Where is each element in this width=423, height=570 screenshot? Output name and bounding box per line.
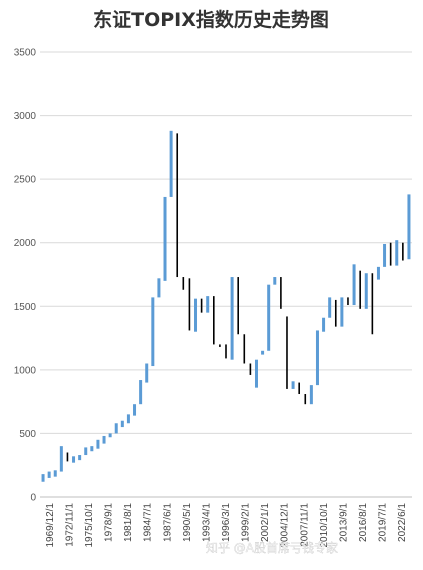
candle-up	[352, 264, 356, 306]
candle-down	[66, 452, 69, 462]
candle-down	[359, 270, 361, 309]
candle-down	[213, 296, 215, 345]
x-tick-label: 2019/7/1	[378, 503, 389, 542]
candle-up	[169, 130, 173, 197]
candle-up	[194, 298, 198, 332]
candle-down	[402, 242, 404, 261]
y-tick-label: 0	[30, 493, 36, 504]
candle-down	[237, 277, 239, 335]
candle-up	[96, 439, 100, 449]
x-tick-label: 1990/5/1	[182, 503, 193, 542]
candle-down	[298, 382, 300, 395]
x-tick-label: 1975/10/1	[84, 503, 95, 548]
y-tick-label: 1500	[14, 302, 37, 313]
candle-up	[47, 471, 51, 478]
candle-up	[254, 359, 258, 388]
candle-up	[163, 196, 167, 281]
candle-up	[108, 433, 112, 438]
candle-up	[78, 455, 82, 461]
candle-down	[347, 297, 349, 306]
candle-up	[102, 435, 106, 444]
candle-up	[291, 381, 295, 389]
x-tick-label: 1999/2/1	[241, 503, 252, 542]
candle-up	[273, 277, 277, 285]
x-tick-label: 2002/1/1	[260, 503, 271, 542]
x-tick-label: 1981/8/1	[123, 503, 134, 542]
candle-up	[309, 385, 313, 405]
x-tick-label: 2013/9/1	[338, 503, 349, 542]
candle-down	[286, 316, 288, 389]
candle-up	[376, 266, 380, 280]
candle-up	[206, 296, 210, 313]
candle-up	[151, 297, 155, 367]
candle-down	[249, 363, 252, 375]
y-tick-label: 3500	[14, 48, 37, 59]
candle-down	[334, 299, 337, 327]
x-tick-label: 2004/12/1	[280, 503, 291, 548]
y-tick-label: 1000	[14, 365, 37, 376]
candle-up	[139, 380, 143, 405]
candle-down	[280, 277, 282, 309]
candle-up	[114, 423, 118, 434]
candle-down	[304, 394, 307, 405]
candle-up	[145, 363, 149, 383]
candle-up	[72, 456, 76, 463]
gridlines	[40, 51, 412, 498]
candle-up	[90, 446, 94, 452]
candle-down	[188, 278, 191, 331]
candle-up	[383, 243, 387, 267]
chart-title: 东证TOPIX指数历史走势图	[93, 8, 329, 31]
x-tick-label: 1984/7/1	[143, 503, 154, 542]
candle-down	[371, 273, 374, 335]
x-tick-label: 1996/3/1	[221, 503, 232, 542]
candles	[41, 130, 411, 482]
y-tick-label: 500	[19, 429, 36, 440]
x-axis-tick-labels: 1969/12/1 1972/11/1 1975/10/1 1978/9/1 1981/…	[45, 503, 408, 548]
candle-up	[395, 240, 399, 266]
candle-up	[59, 446, 63, 472]
candle-up	[41, 474, 45, 482]
candle-down	[389, 242, 392, 266]
candle-down	[176, 133, 179, 278]
x-tick-label: 1972/11/1	[64, 503, 75, 547]
watermark-text: 知乎 @A股首席亏钱专家	[206, 540, 338, 555]
candle-up	[407, 194, 411, 260]
candle-up	[230, 277, 234, 360]
x-tick-label: 1969/12/1	[45, 503, 56, 548]
y-axis-tick-labels: 0 500 1000 1500 2000 2500 3000 3500	[14, 48, 37, 504]
x-tick-label: 1987/6/1	[162, 503, 173, 542]
candle-up	[133, 404, 137, 416]
candle-down	[219, 344, 221, 347]
candle-up	[126, 414, 130, 424]
x-tick-label: 2007/11/1	[299, 503, 310, 547]
candle-up	[267, 284, 271, 351]
candle-up	[315, 330, 319, 386]
candle-down	[182, 277, 185, 290]
y-tick-label: 2000	[14, 238, 37, 249]
x-tick-label: 1978/9/1	[104, 503, 115, 542]
candle-up	[328, 297, 332, 318]
candle-up	[322, 317, 326, 332]
x-tick-label: 2022/6/1	[397, 503, 408, 542]
x-tick-label: 2016/8/1	[358, 503, 369, 542]
candle-down	[225, 344, 227, 359]
candle-down	[200, 298, 203, 313]
x-tick-label: 2010/10/1	[319, 503, 330, 548]
candle-up	[157, 278, 161, 298]
candle-up	[340, 297, 344, 327]
candle-up	[84, 447, 88, 456]
y-tick-label: 3000	[14, 111, 37, 122]
candle-up	[261, 350, 265, 355]
y-tick-label: 2500	[14, 175, 37, 186]
candle-up	[53, 470, 57, 477]
candle-down	[243, 334, 246, 364]
candle-up	[120, 420, 124, 428]
candle-up	[364, 273, 368, 309]
x-tick-label: 1993/4/1	[201, 503, 212, 542]
